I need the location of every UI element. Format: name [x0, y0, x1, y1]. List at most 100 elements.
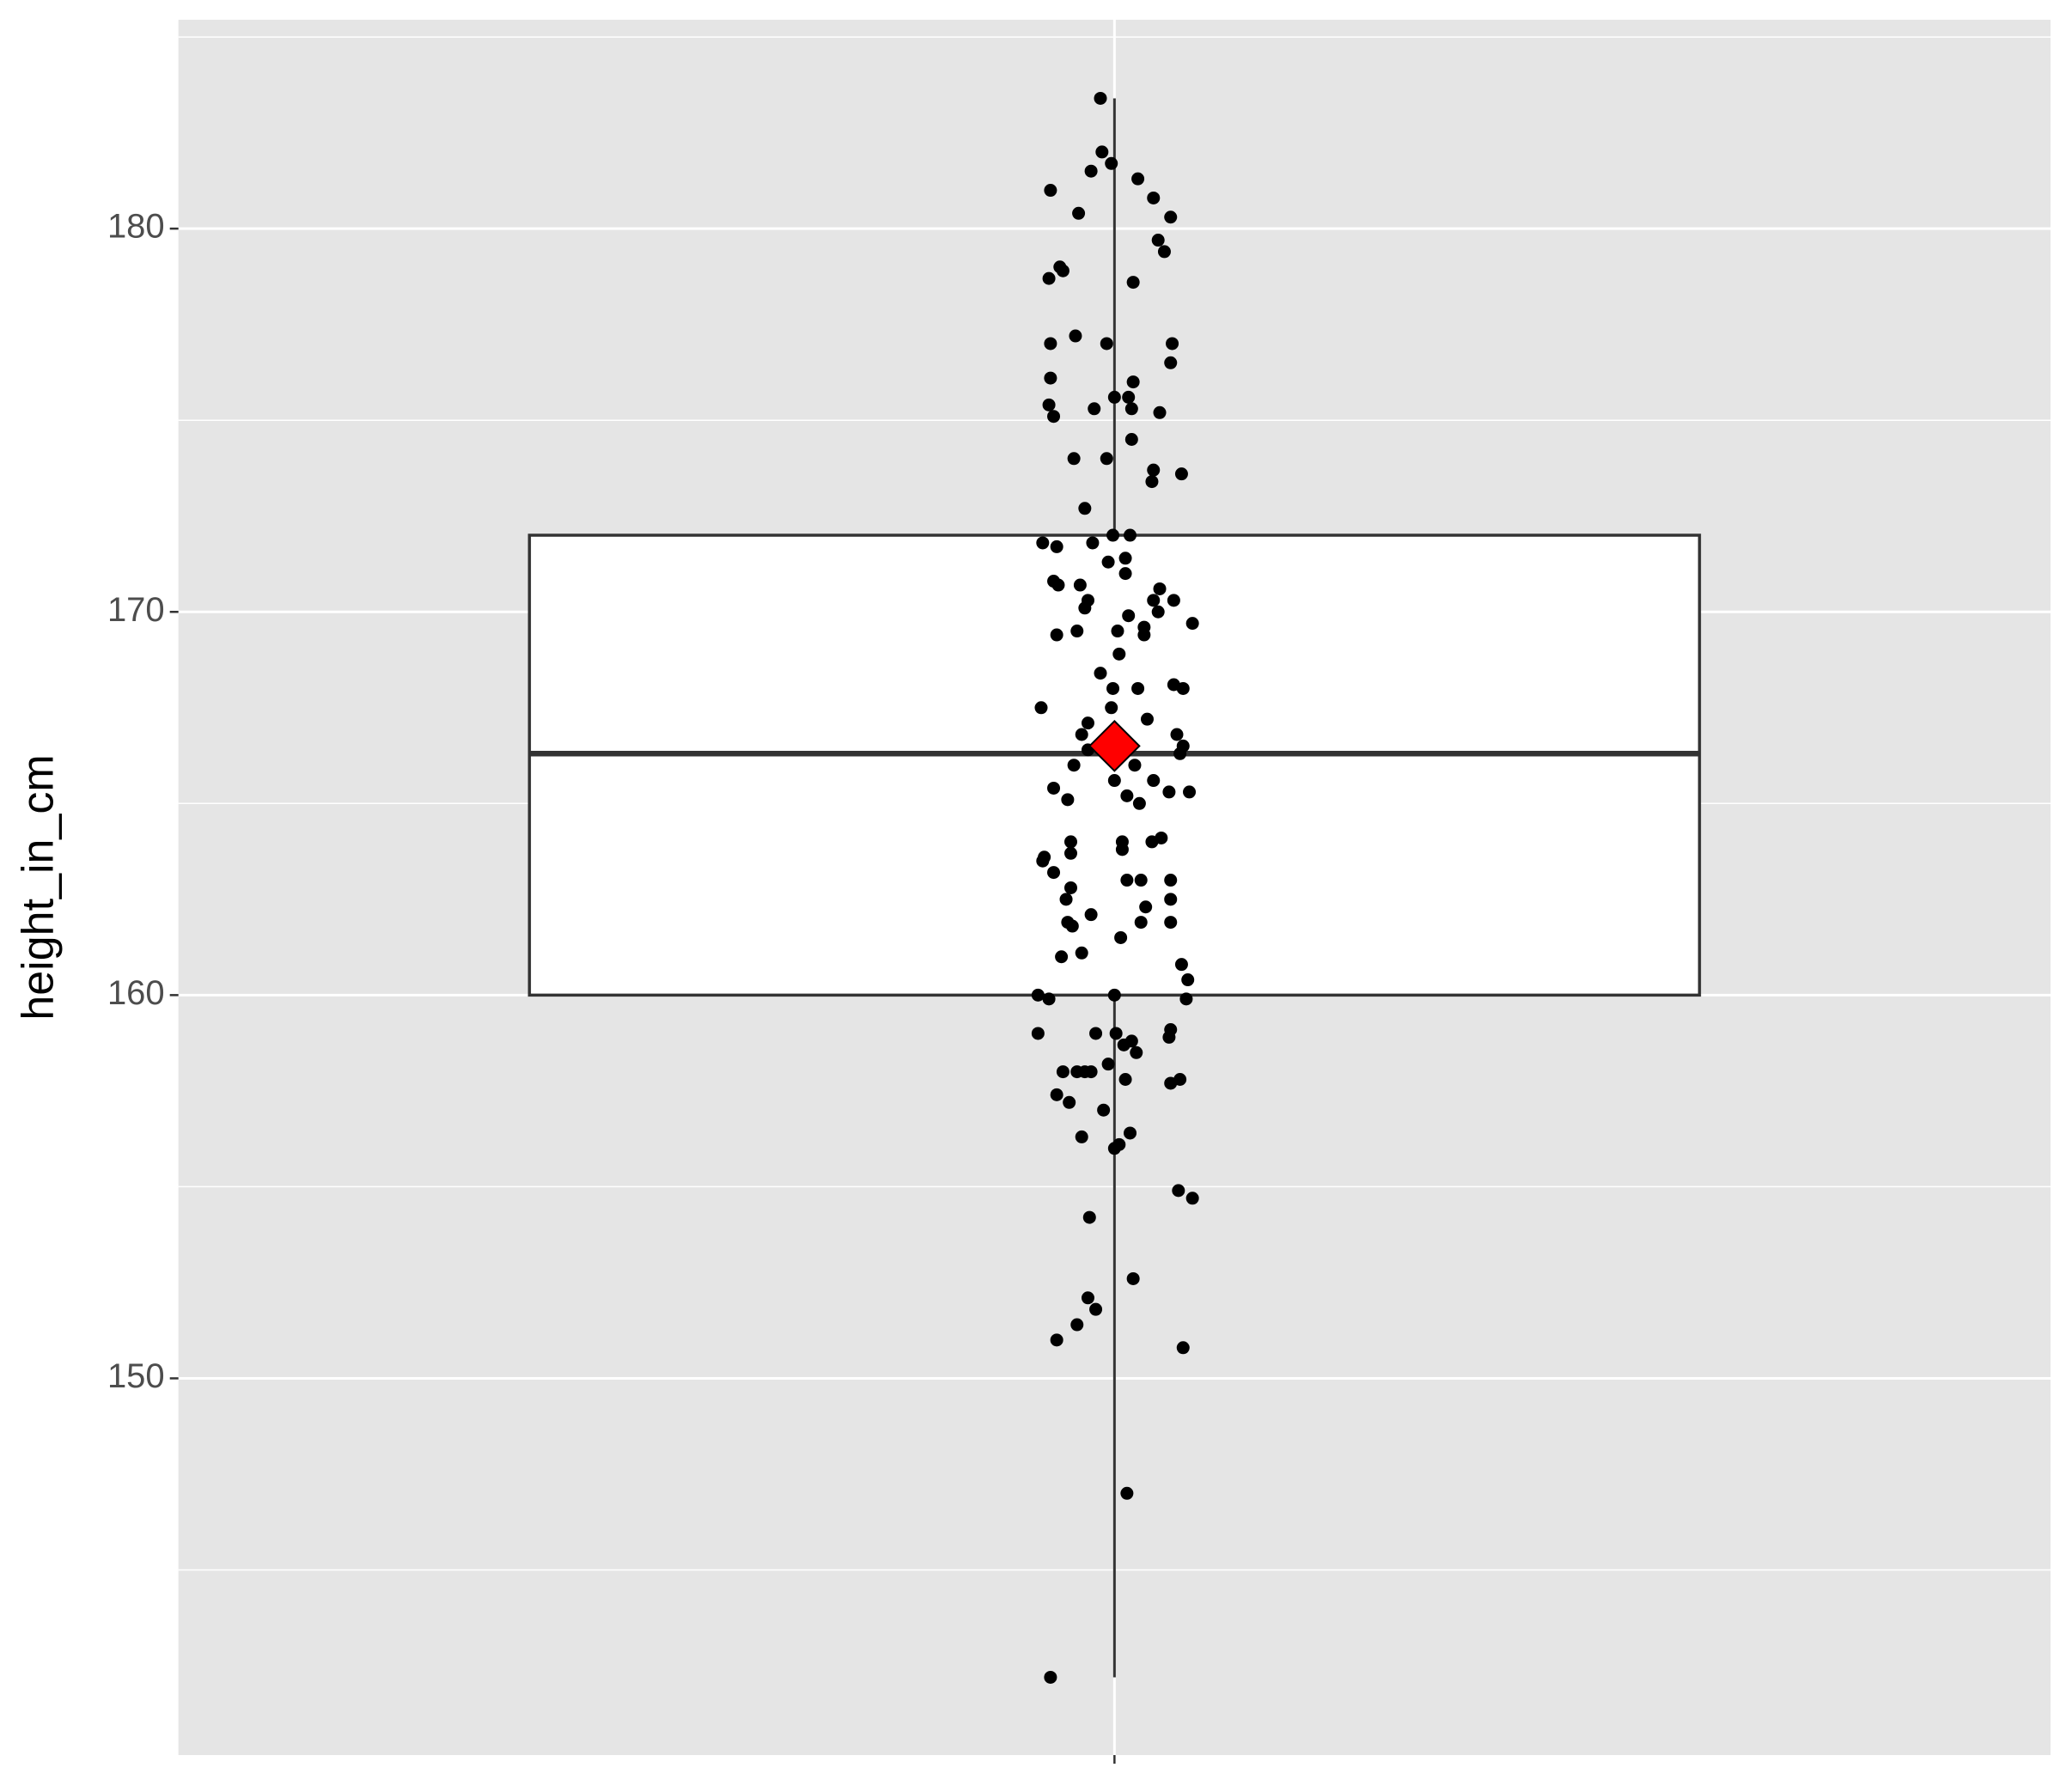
data-point: [1044, 184, 1057, 198]
data-point: [1031, 1027, 1045, 1040]
data-point: [1151, 605, 1165, 619]
data-point: [1183, 785, 1197, 799]
data-point: [1084, 1065, 1098, 1079]
data-point: [1050, 628, 1063, 642]
data-point: [1120, 1486, 1134, 1500]
data-point: [1124, 528, 1137, 542]
data-point: [1036, 536, 1050, 550]
data-point: [1084, 164, 1098, 178]
data-point: [1089, 1302, 1103, 1316]
data-point: [1095, 145, 1109, 159]
mean-marker: [1088, 719, 1141, 772]
data-point: [1173, 747, 1187, 760]
data-point: [1044, 337, 1057, 350]
data-point: [1063, 1095, 1076, 1109]
data-point: [1094, 667, 1107, 680]
data-point: [1176, 1341, 1190, 1355]
data-point: [1164, 893, 1178, 906]
data-point: [1115, 843, 1129, 856]
data-point: [1105, 701, 1118, 715]
y-tick-label: 160: [107, 974, 165, 1012]
data-point: [1120, 789, 1134, 802]
data-point: [1118, 567, 1132, 581]
data-point: [1153, 582, 1167, 595]
data-point: [1109, 1027, 1123, 1040]
data-point: [1140, 712, 1154, 726]
data-point: [1137, 628, 1151, 642]
data-point: [1181, 973, 1195, 987]
data-point: [1126, 375, 1140, 389]
data-point: [1139, 900, 1153, 914]
data-point: [1065, 919, 1079, 933]
data-point: [1147, 463, 1161, 477]
data-point: [1185, 1192, 1199, 1205]
y-tick-label: 170: [107, 591, 165, 629]
data-point: [1042, 992, 1056, 1006]
data-point: [1100, 452, 1113, 466]
data-point: [1101, 555, 1115, 569]
data-point: [1081, 1291, 1094, 1305]
data-point: [1051, 578, 1065, 592]
data-point: [1105, 156, 1118, 170]
data-point: [1059, 893, 1073, 906]
data-point: [1069, 329, 1082, 343]
data-point: [1097, 1103, 1111, 1117]
data-point: [1114, 930, 1128, 944]
data-point: [1164, 874, 1178, 887]
data-point: [1174, 958, 1188, 972]
data-point: [1061, 793, 1075, 807]
data-point: [1063, 846, 1077, 860]
data-point: [1050, 539, 1063, 553]
data-point: [1145, 835, 1159, 849]
data-point: [1179, 992, 1193, 1006]
data-point: [1134, 916, 1148, 930]
data-point: [1106, 681, 1120, 695]
data-point: [1126, 276, 1140, 290]
data-point: [1056, 1065, 1070, 1079]
data-point: [1072, 206, 1086, 220]
data-point: [1056, 264, 1070, 277]
data-point: [1166, 337, 1179, 350]
data-point: [1134, 874, 1148, 887]
data-point: [1067, 759, 1081, 772]
data-point: [1050, 1333, 1063, 1347]
data-point: [1075, 946, 1088, 960]
data-point: [1122, 609, 1136, 623]
data-point: [1088, 402, 1101, 416]
data-point: [1157, 245, 1171, 259]
data-point: [1118, 552, 1132, 565]
data-point: [1124, 432, 1138, 446]
data-point: [1122, 390, 1136, 404]
data-point: [1120, 874, 1134, 887]
data-point: [1185, 617, 1199, 631]
data-point: [1164, 1076, 1178, 1090]
data-point: [1044, 1670, 1057, 1684]
data-point: [1164, 356, 1178, 369]
data-point: [1075, 1130, 1088, 1143]
data-point: [1167, 594, 1180, 607]
y-axis-title: height_in_cm: [14, 754, 64, 1020]
data-point: [1130, 1045, 1143, 1059]
data-point: [1162, 785, 1176, 799]
data-point: [1162, 1030, 1176, 1044]
data-point: [1174, 467, 1188, 481]
data-point: [1067, 452, 1081, 466]
data-point: [1047, 781, 1061, 795]
data-point: [1070, 625, 1084, 638]
data-point: [1055, 950, 1069, 964]
data-point: [1100, 337, 1113, 350]
data-point: [1164, 210, 1178, 224]
data-point: [1147, 774, 1161, 788]
data-point: [1042, 398, 1056, 411]
data-point: [1147, 191, 1161, 204]
data-point: [1036, 854, 1050, 868]
data-point: [1094, 91, 1107, 105]
data-point: [1047, 410, 1061, 424]
data-point: [1086, 536, 1100, 550]
data-point: [1082, 1210, 1096, 1224]
y-tick-label: 150: [107, 1357, 165, 1395]
data-point: [1147, 594, 1161, 607]
data-point: [1089, 1027, 1103, 1040]
